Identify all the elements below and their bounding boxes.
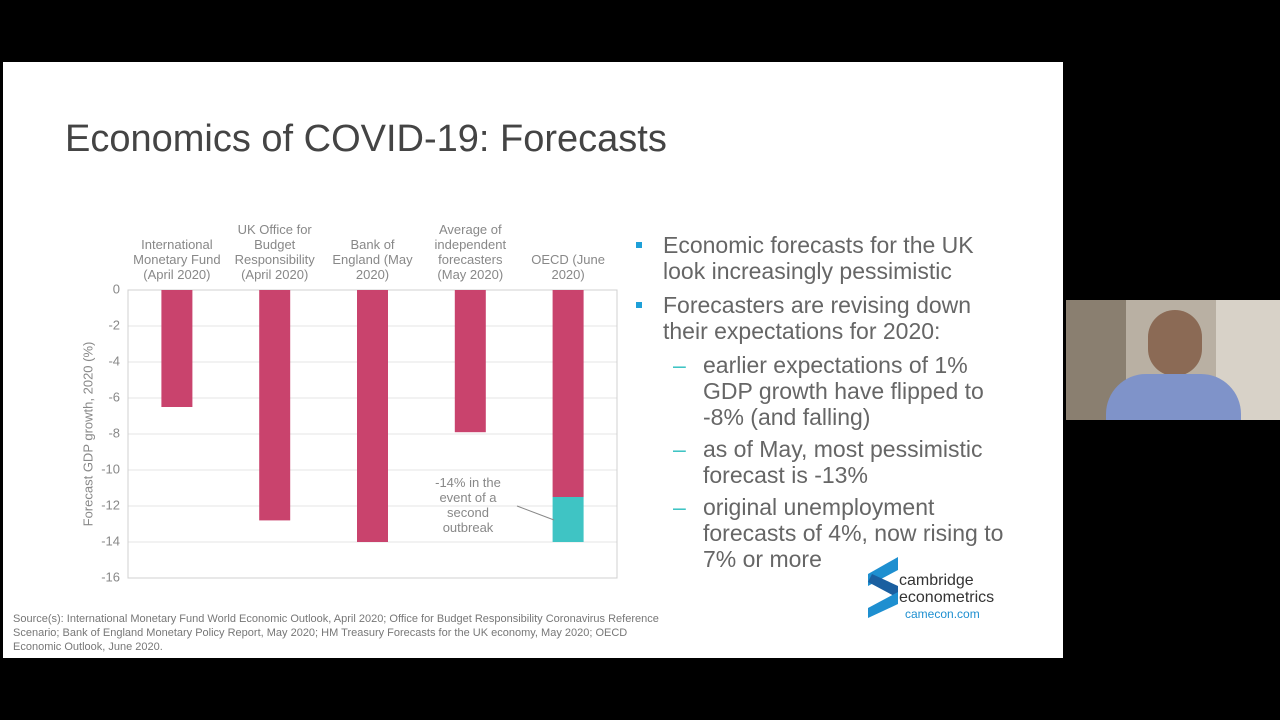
y-tick-label: -2: [108, 317, 120, 332]
y-tick-label: -6: [108, 389, 120, 404]
annotation: -14% in the event of a second outbreak: [435, 475, 501, 535]
x-tick-label: Average of independent forecasters (May …: [434, 222, 507, 282]
y-tick-label: 0: [113, 281, 120, 296]
bullet: Economic forecasts for the UK look incre…: [633, 232, 1013, 284]
annotation-line: [516, 505, 555, 521]
bar: [552, 497, 584, 542]
y-tick-label: -14: [101, 533, 120, 548]
y-tick-label: -8: [108, 425, 120, 440]
sub-bullet: original unemployment forecasts of 4%, n…: [633, 494, 1013, 572]
chart: 0 -2 -4 -6 -8 -10 -12 -14 -16 Forecast GDP growth…: [80, 281, 618, 584]
x-tick-label: International Monetary Fund (April 2020): [133, 237, 221, 282]
logo-line: econometrics: [899, 589, 995, 606]
slide: Economics of COVID-19: Forecasts 0 -2 -4 -6…: [3, 62, 1063, 658]
y-tick-label: -10: [101, 461, 120, 476]
logo-text: cambridge econometrics camecon.com: [899, 572, 994, 623]
sub-bullet: as of May, most pessimistic forecast is …: [633, 436, 1013, 488]
person-head: [1148, 310, 1202, 376]
x-tick-label: UK Office for Budget Responsibility (Apr…: [234, 222, 315, 282]
x-tick-label: OECD (June 2020): [531, 252, 605, 282]
y-axis-label: Forecast GDP growth, 2020 (%): [80, 342, 95, 527]
bullet-list: Economic forecasts for the UK look incre…: [633, 232, 1013, 578]
logo-url: camecon.com: [905, 607, 980, 621]
logo-icon: [868, 557, 898, 618]
x-tick-label: Bank of England (May 2020): [332, 237, 413, 282]
y-tick-label: -12: [101, 497, 120, 512]
source-note: Source(s): International Monetary Fund W…: [13, 613, 659, 653]
sub-bullet: earlier expectations of 1% GDP growth ha…: [633, 352, 1013, 430]
y-tick-label: -16: [101, 569, 120, 584]
bar: [357, 290, 388, 542]
slide-title: Economics of COVID-19: Forecasts: [65, 118, 667, 160]
logo-line: cambridge: [899, 572, 974, 589]
webcam-video: [1066, 300, 1280, 420]
bar: [552, 290, 584, 497]
person-shirt: [1106, 374, 1241, 420]
bullet: Forecasters are revising down their expe…: [633, 292, 1013, 344]
y-tick-label: -4: [108, 353, 120, 368]
bar: [259, 290, 291, 521]
bar: [161, 290, 193, 407]
bar: [454, 290, 486, 433]
